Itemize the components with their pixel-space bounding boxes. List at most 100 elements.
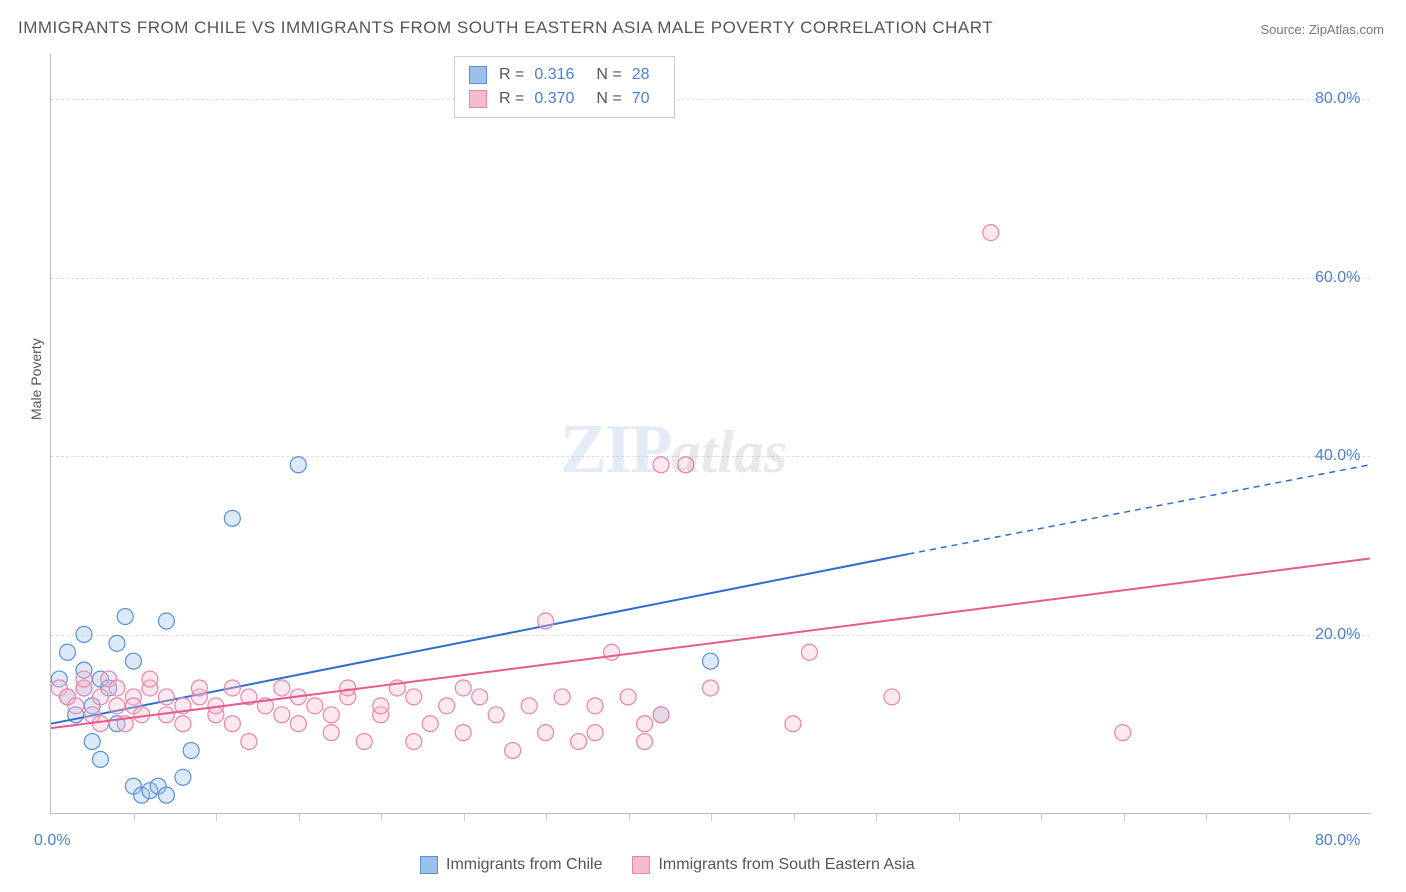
chart-title: IMMIGRANTS FROM CHILE VS IMMIGRANTS FROM… — [18, 18, 993, 38]
x-tick — [299, 813, 300, 821]
scatter-point — [406, 734, 422, 750]
legend-r-value: 0.370 — [534, 87, 574, 111]
legend-n-label: N = — [596, 63, 621, 87]
scatter-point — [356, 734, 372, 750]
scatter-point — [983, 225, 999, 241]
scatter-point — [68, 698, 84, 714]
legend-top-row: R =0.370N =70 — [469, 87, 660, 111]
legend-swatch — [469, 90, 487, 108]
scatter-point — [505, 743, 521, 759]
scatter-point — [406, 689, 422, 705]
scatter-point — [224, 680, 240, 696]
legend-bottom-item: Immigrants from Chile — [420, 856, 602, 874]
scatter-point — [158, 787, 174, 803]
scatter-point — [521, 698, 537, 714]
scatter-point — [158, 689, 174, 705]
scatter-point — [274, 707, 290, 723]
scatter-point — [538, 613, 554, 629]
scatter-point — [92, 716, 108, 732]
scatter-point — [455, 680, 471, 696]
legend-n-value: 70 — [632, 87, 650, 111]
legend-swatch — [632, 856, 650, 874]
scatter-point — [488, 707, 504, 723]
scatter-point — [92, 751, 108, 767]
scatter-point — [290, 716, 306, 732]
y-axis-label: Male Poverty — [28, 338, 44, 420]
scatter-point — [884, 689, 900, 705]
regression-line — [51, 559, 1370, 729]
scatter-point — [703, 680, 719, 696]
x-tick — [794, 813, 795, 821]
x-tick — [1206, 813, 1207, 821]
legend-bottom-item: Immigrants from South Eastern Asia — [632, 856, 914, 874]
scatter-point — [109, 680, 125, 696]
source-attribution: Source: ZipAtlas.com — [1260, 22, 1384, 37]
scatter-point — [241, 734, 257, 750]
scatter-point — [307, 698, 323, 714]
scatter-point — [785, 716, 801, 732]
scatter-point — [455, 725, 471, 741]
scatter-point — [224, 510, 240, 526]
scatter-point — [191, 680, 207, 696]
regression-line-dashed — [908, 465, 1370, 554]
scatter-point — [92, 689, 108, 705]
x-tick — [1041, 813, 1042, 821]
scatter-point — [653, 707, 669, 723]
x-tick — [876, 813, 877, 821]
x-tick-label: 80.0% — [1315, 832, 1360, 850]
x-tick — [546, 813, 547, 821]
legend-swatch — [469, 66, 487, 84]
scatter-point — [373, 698, 389, 714]
scatter-point — [801, 644, 817, 660]
scatter-point — [76, 671, 92, 687]
x-tick-label: 0.0% — [34, 832, 70, 850]
scatter-point — [587, 725, 603, 741]
legend-r-label: R = — [499, 63, 524, 87]
scatter-point — [76, 626, 92, 642]
scatter-point — [1115, 725, 1131, 741]
x-tick — [464, 813, 465, 821]
scatter-point — [125, 653, 141, 669]
x-tick — [711, 813, 712, 821]
scatter-point — [538, 725, 554, 741]
x-tick — [629, 813, 630, 821]
legend-r-value: 0.316 — [534, 63, 574, 87]
scatter-point — [59, 644, 75, 660]
scatter-point — [571, 734, 587, 750]
legend-series-label: Immigrants from Chile — [446, 856, 602, 874]
scatter-point — [422, 716, 438, 732]
chart-container: IMMIGRANTS FROM CHILE VS IMMIGRANTS FROM… — [0, 0, 1406, 892]
x-tick — [959, 813, 960, 821]
legend-top: R =0.316N =28R =0.370N =70 — [454, 56, 675, 118]
scatter-point — [472, 689, 488, 705]
legend-swatch — [420, 856, 438, 874]
x-tick — [1124, 813, 1125, 821]
scatter-point — [142, 671, 158, 687]
scatter-point — [323, 725, 339, 741]
scatter-point — [274, 680, 290, 696]
legend-n-value: 28 — [632, 63, 650, 87]
scatter-point — [703, 653, 719, 669]
watermark-zip: ZIP — [560, 411, 671, 488]
legend-bottom: Immigrants from Chile Immigrants from Sou… — [420, 856, 915, 874]
watermark: ZIPatlas — [560, 410, 787, 490]
scatter-point — [158, 613, 174, 629]
legend-series-label: Immigrants from South Eastern Asia — [658, 856, 914, 874]
scatter-point — [109, 635, 125, 651]
x-tick — [134, 813, 135, 821]
scatter-point — [323, 707, 339, 723]
legend-r-label: R = — [499, 87, 524, 111]
watermark-atlas: atlas — [671, 419, 788, 485]
scatter-point — [439, 698, 455, 714]
scatter-point — [224, 716, 240, 732]
scatter-point — [134, 707, 150, 723]
scatter-point — [84, 734, 100, 750]
x-tick — [216, 813, 217, 821]
scatter-point — [620, 689, 636, 705]
scatter-point — [175, 769, 191, 785]
x-tick — [1289, 813, 1290, 821]
scatter-point — [117, 609, 133, 625]
scatter-point — [587, 698, 603, 714]
scatter-point — [183, 743, 199, 759]
x-tick — [381, 813, 382, 821]
